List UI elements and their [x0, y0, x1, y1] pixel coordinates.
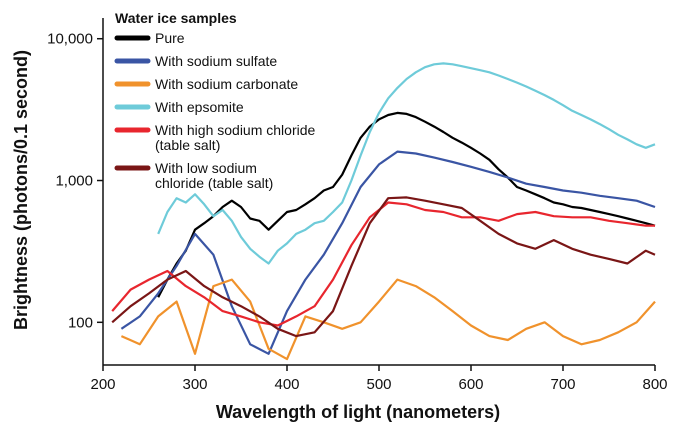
x-tick-label: 500 — [366, 376, 391, 393]
x-tick-label: 200 — [90, 376, 115, 393]
legend-label-1: Pure — [155, 30, 185, 46]
legend-label-6: With low sodium — [155, 160, 257, 176]
legend-label-3: With sodium carbonate — [155, 76, 298, 92]
series-line-3 — [120, 278, 656, 361]
series-line-1 — [157, 111, 656, 298]
series-line-5 — [111, 201, 655, 327]
y-tick-label: 10,000 — [47, 31, 93, 48]
x-tick-label: 800 — [642, 376, 667, 393]
x-tick-label: 400 — [274, 376, 299, 393]
legend-label-5: With high sodium chloride — [155, 122, 316, 138]
legend-label-2: With sodium sulfate — [155, 53, 277, 69]
series-layer — [111, 62, 656, 361]
y-tick-label: 100 — [68, 314, 93, 331]
series-line-4 — [157, 62, 656, 265]
x-tick-label: 600 — [458, 376, 483, 393]
x-tick-label: 300 — [182, 376, 207, 393]
legend-label-6: chloride (table salt) — [155, 175, 273, 191]
ticks-layer: 200 300 400 500 600 700 800 100 1,000 10,000 — [47, 31, 667, 393]
legend-title: Water ice samples — [115, 10, 237, 26]
series-line-6 — [111, 196, 656, 338]
y-tick-label: 1,000 — [55, 173, 93, 190]
y-axis-title: Brightness (photons/0.1 second) — [11, 50, 31, 330]
legend-label-5: (table salt) — [155, 137, 220, 153]
x-tick-label: 700 — [550, 376, 575, 393]
series-line-2 — [120, 150, 656, 355]
legend: Water ice samples Pure With sodium sulfat… — [114, 10, 316, 191]
legend-label-4: With epsomite — [155, 99, 244, 115]
x-axis-title: Wavelength of light (nanometers) — [216, 402, 500, 422]
